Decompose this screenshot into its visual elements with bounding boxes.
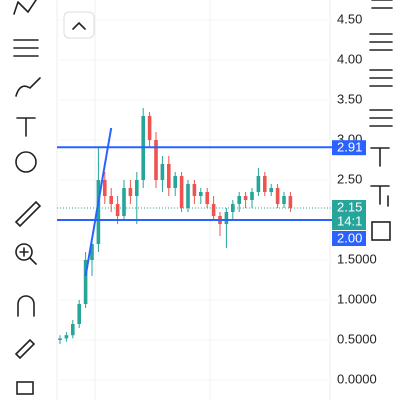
candle-body: [275, 188, 280, 204]
candle-body: [199, 192, 203, 196]
candle-body: [135, 180, 139, 196]
countdown-label: 14:1: [337, 213, 362, 228]
candle-body: [211, 204, 216, 216]
y-tick-label: 4.50: [337, 11, 362, 26]
candle-body: [83, 260, 88, 304]
level-tag-label: 2.00: [337, 230, 362, 245]
y-tick-label: 1.0000: [337, 291, 377, 306]
candle-body: [282, 196, 286, 204]
candle-body: [263, 176, 267, 192]
plot: 0.00000.50001.00001.50002.002.503.003.50…: [57, 11, 377, 386]
candle-body: [64, 335, 69, 339]
parallel-tool[interactable]: [369, 69, 393, 87]
lines-tool[interactable]: [369, 33, 393, 51]
y-tick-label: 0.0000: [337, 371, 377, 386]
lock-tool[interactable]: [16, 381, 34, 395]
candle-body: [237, 196, 241, 204]
y-tick-label: 1.5000: [337, 251, 377, 266]
right-toolbar: [369, 0, 393, 241]
lock-draw-tool[interactable]: [14, 338, 36, 360]
level-tag: [332, 140, 366, 156]
candle-body: [115, 204, 120, 216]
candle-body: [173, 176, 177, 188]
candle-body: [192, 184, 197, 196]
menu-tool[interactable]: [371, 0, 393, 9]
candle-body: [224, 212, 229, 224]
emoji-tool[interactable]: [15, 151, 37, 173]
magnet-tool[interactable]: [17, 295, 35, 317]
text-tool[interactable]: [370, 147, 390, 167]
chevron-up: [72, 21, 86, 30]
trendline: [84, 127, 113, 277]
rect-tool[interactable]: [371, 221, 391, 241]
candle-body: [90, 244, 94, 260]
candle-body: [269, 188, 273, 192]
last-price-tag: [332, 200, 366, 230]
candle-body: [186, 184, 190, 208]
level-tag: [332, 231, 366, 246]
last-price-label: 2.15: [337, 199, 362, 214]
candle-body: [167, 164, 171, 188]
toolbar-bg: [0, 0, 52, 400]
candle-body: [103, 180, 107, 196]
candle-body: [96, 180, 101, 244]
zoom-plus: [19, 247, 37, 265]
candle-body: [256, 176, 261, 192]
candle-body: [77, 304, 81, 324]
candle-body: [160, 164, 165, 180]
candle-body: [250, 192, 254, 200]
collapse-button[interactable]: [63, 11, 95, 39]
chart-area: [56, 0, 331, 400]
fib-tool[interactable]: [369, 109, 393, 127]
candle-body: [58, 338, 62, 340]
ruler-tool[interactable]: [14, 200, 42, 228]
candle-body: [243, 196, 248, 200]
zoom-tool[interactable]: [15, 243, 33, 261]
candle-body: [71, 324, 75, 336]
candle-body: [205, 192, 209, 204]
anchored-text-tool[interactable]: [370, 185, 390, 207]
candle-body: [231, 204, 235, 212]
indicator-tool[interactable]: [13, 39, 39, 57]
candle-body: [154, 140, 158, 180]
candle-body: [288, 196, 293, 208]
y-tick-label: 3.50: [337, 91, 362, 106]
left-toolbar: [0, 0, 95, 400]
candle-body: [147, 116, 152, 140]
text-tool[interactable]: [16, 117, 36, 137]
y-tick-label: 0.5000: [337, 331, 377, 346]
brush-tool[interactable]: [15, 77, 41, 97]
candle-body: [128, 188, 133, 196]
y-tick-label: 2.50: [337, 171, 362, 186]
candle-body: [122, 188, 126, 216]
level-tag-label: 2.91: [337, 140, 362, 155]
pattern-tool[interactable]: [13, 0, 37, 15]
candle-body: [179, 176, 184, 208]
candle-body: [109, 196, 113, 204]
y-tick-label: 4.00: [337, 51, 362, 66]
